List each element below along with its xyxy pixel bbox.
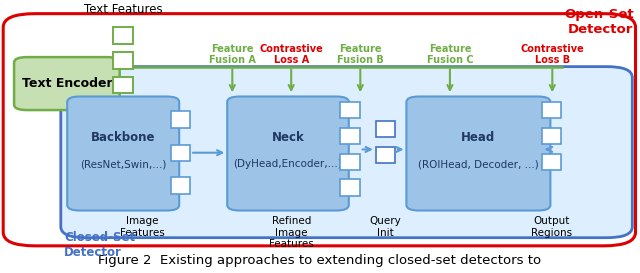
FancyBboxPatch shape (171, 111, 190, 128)
Text: (ResNet,Swin,...): (ResNet,Swin,...) (80, 159, 166, 169)
Text: Text Features: Text Features (84, 3, 162, 16)
Text: Feature
Fusion A: Feature Fusion A (209, 44, 256, 65)
Text: Contrastive
Loss B: Contrastive Loss B (520, 44, 584, 65)
FancyBboxPatch shape (113, 27, 133, 43)
Text: Open-Set
Detector: Open-Set Detector (564, 8, 634, 36)
FancyBboxPatch shape (340, 179, 360, 196)
FancyBboxPatch shape (406, 96, 550, 210)
Text: Backbone: Backbone (91, 131, 156, 144)
FancyBboxPatch shape (113, 77, 133, 93)
FancyBboxPatch shape (376, 121, 395, 137)
Text: Refined
Image
Features: Refined Image Features (269, 216, 314, 249)
FancyBboxPatch shape (3, 14, 636, 246)
Text: Output
Regions: Output Regions (531, 216, 572, 238)
FancyBboxPatch shape (113, 52, 133, 69)
FancyBboxPatch shape (171, 177, 190, 194)
FancyBboxPatch shape (340, 153, 360, 170)
Text: (DyHead,Encoder,...): (DyHead,Encoder,...) (234, 159, 342, 169)
FancyBboxPatch shape (227, 96, 349, 210)
FancyBboxPatch shape (340, 102, 360, 118)
FancyBboxPatch shape (542, 153, 561, 170)
Text: (ROIHead, Decoder, ...): (ROIHead, Decoder, ...) (418, 159, 539, 169)
Text: Feature
Fusion B: Feature Fusion B (337, 44, 384, 65)
Text: Neck: Neck (271, 131, 305, 144)
FancyBboxPatch shape (376, 147, 395, 163)
FancyBboxPatch shape (14, 57, 120, 110)
FancyBboxPatch shape (542, 128, 561, 144)
FancyBboxPatch shape (340, 128, 360, 144)
Text: Feature
Fusion C: Feature Fusion C (427, 44, 473, 65)
Text: Head: Head (461, 131, 495, 144)
Text: Closed-Set
Detector: Closed-Set Detector (64, 231, 135, 259)
FancyBboxPatch shape (542, 102, 561, 118)
Text: Contrastive
Loss A: Contrastive Loss A (259, 44, 323, 65)
FancyBboxPatch shape (67, 96, 179, 210)
Text: Query
Init: Query Init (369, 216, 401, 238)
FancyBboxPatch shape (171, 144, 190, 161)
Text: Text Encoder: Text Encoder (22, 77, 112, 90)
FancyBboxPatch shape (61, 67, 632, 238)
Text: Figure 2  Existing approaches to extending closed-set detectors to: Figure 2 Existing approaches to extendin… (99, 254, 541, 267)
Text: Image
Features: Image Features (120, 216, 164, 238)
